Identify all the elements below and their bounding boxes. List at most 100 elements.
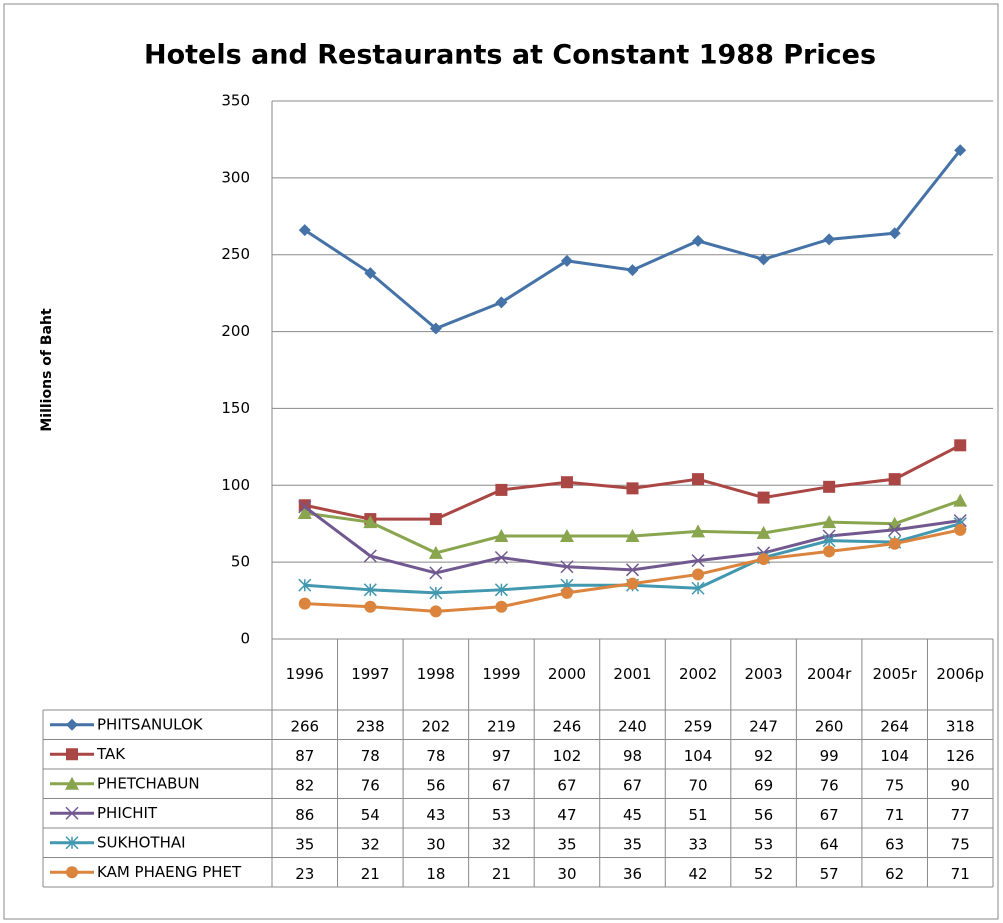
y-tick-label: 200 [221, 322, 250, 340]
marker [560, 254, 573, 267]
table-cell: 56 [754, 806, 773, 824]
table-cell: 75 [885, 776, 904, 794]
table-cell: 264 [880, 717, 909, 735]
table-cell: 51 [688, 806, 707, 824]
y-tick-label: 250 [221, 245, 250, 263]
marker [888, 523, 902, 537]
marker [428, 545, 443, 559]
legend-label: PHICHIT [97, 804, 158, 822]
marker [65, 806, 79, 820]
table-cell: 30 [426, 835, 445, 853]
marker [298, 224, 311, 237]
marker [298, 597, 311, 610]
table-cell: 318 [946, 717, 975, 735]
table-cell: 32 [492, 835, 511, 853]
marker [66, 866, 78, 879]
table-cell: 92 [754, 747, 773, 765]
table-cell: 86 [295, 806, 314, 824]
table-cell: 247 [749, 717, 778, 735]
marker [691, 581, 705, 595]
marker [757, 491, 770, 504]
table-cell: 67 [623, 776, 642, 794]
table-cell: 23 [295, 865, 314, 883]
table-cell: 260 [815, 717, 844, 735]
marker [823, 233, 836, 246]
legend-label: TAK [96, 745, 126, 763]
legend-label: SUKHOTHAI [97, 833, 186, 851]
table-cell: 71 [885, 806, 904, 824]
marker [364, 600, 377, 613]
marker [691, 554, 705, 568]
marker [692, 473, 705, 486]
marker [364, 267, 377, 280]
x-tick-label: 1999 [482, 665, 520, 683]
table-cell: 97 [492, 747, 511, 765]
table-cell: 219 [487, 717, 516, 735]
table-cell: 126 [946, 747, 975, 765]
marker [363, 549, 377, 563]
x-tick-label: 2003 [744, 665, 782, 683]
x-tick-label: 2000 [548, 665, 586, 683]
table-cell: 266 [290, 717, 319, 735]
marker [626, 264, 639, 277]
table-cell: 202 [422, 717, 451, 735]
table-cell: 42 [688, 865, 707, 883]
table-cell: 35 [623, 835, 642, 853]
marker [429, 513, 442, 526]
table-cell: 32 [361, 835, 380, 853]
y-tick-label: 0 [240, 630, 250, 648]
marker [363, 515, 378, 529]
x-tick-label: 1996 [286, 665, 324, 683]
table-cell: 18 [426, 865, 445, 883]
marker [888, 227, 901, 240]
y-tick-label: 350 [221, 92, 250, 110]
table-cell: 67 [492, 776, 511, 794]
table-cell: 56 [426, 776, 445, 794]
legend-label: PHETCHABUN [97, 774, 200, 792]
x-tick-label: 2005r [873, 665, 918, 683]
table-cell: 54 [361, 806, 380, 824]
marker [429, 322, 442, 335]
marker [429, 566, 443, 580]
marker [888, 537, 901, 550]
marker [495, 600, 508, 613]
marker [954, 523, 967, 536]
marker [691, 524, 706, 538]
marker [757, 553, 770, 566]
table-cell: 69 [754, 776, 773, 794]
table-cell: 36 [623, 865, 642, 883]
table-cell: 87 [295, 747, 314, 765]
marker [429, 605, 442, 618]
marker [823, 545, 836, 558]
marker [65, 836, 79, 850]
table-cell: 63 [885, 835, 904, 853]
table-cell: 238 [356, 717, 385, 735]
marker [66, 748, 78, 761]
table-cell: 33 [688, 835, 707, 853]
table-cell: 64 [820, 835, 839, 853]
table-cell: 104 [684, 747, 713, 765]
table-cell: 67 [557, 776, 576, 794]
marker [888, 473, 901, 486]
table-cell: 76 [361, 776, 380, 794]
table-cell: 71 [951, 865, 970, 883]
table-cell: 90 [951, 776, 970, 794]
marker [692, 568, 705, 581]
table-cell: 78 [361, 747, 380, 765]
table-cell: 99 [820, 747, 839, 765]
table-cell: 47 [557, 806, 576, 824]
y-tick-label: 100 [221, 476, 250, 494]
marker [494, 529, 509, 543]
table-cell: 259 [684, 717, 713, 735]
marker [626, 482, 639, 495]
table-cell: 53 [754, 835, 773, 853]
marker [494, 551, 508, 565]
marker [560, 476, 573, 489]
marker [65, 776, 79, 790]
table-cell: 45 [623, 806, 642, 824]
marker [560, 586, 573, 599]
marker [822, 534, 836, 548]
table-cell: 67 [820, 806, 839, 824]
marker [66, 718, 78, 731]
